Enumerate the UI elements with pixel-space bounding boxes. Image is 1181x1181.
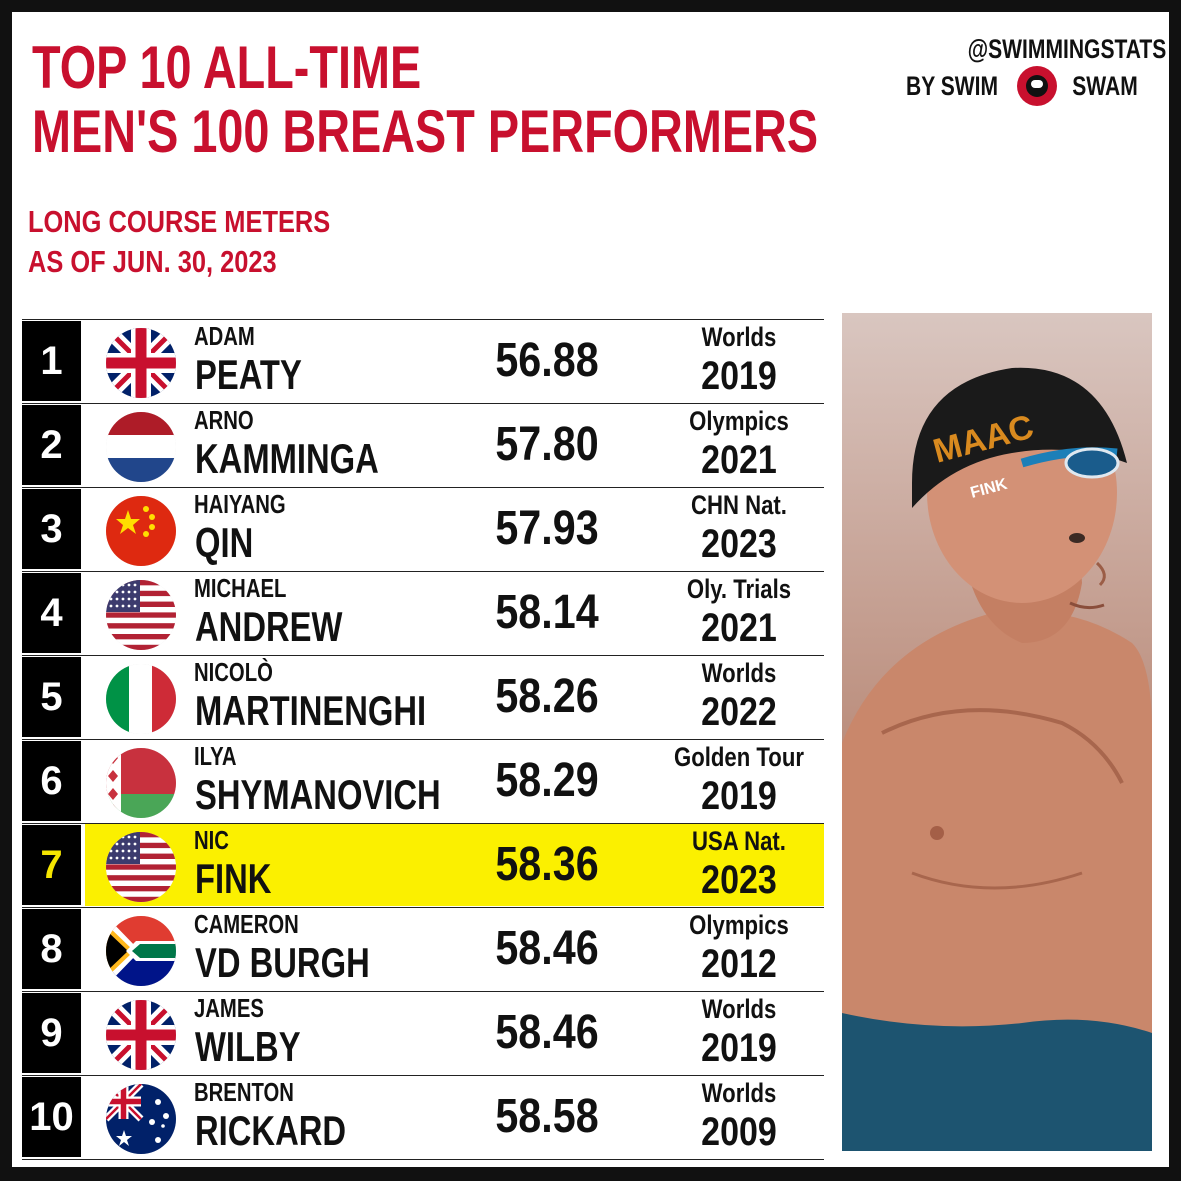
meet-year: 2023: [701, 522, 777, 566]
swimswam-logo-icon: [1017, 66, 1057, 106]
meet-year: 2009: [701, 1110, 777, 1154]
rank-number: 8: [22, 909, 81, 989]
last-name: SHYMANOVICH: [195, 771, 441, 818]
table-row: 4 MICHAEL ANDREW 58.14 Oly. Trials 2021: [22, 571, 824, 655]
table-row: 9 JAMES WILBY 58.46 Worlds 2019: [22, 991, 824, 1075]
last-name: WILBY: [195, 1023, 301, 1070]
table-row: 7 NIC FINK 58.36 USA Nat. 2023: [22, 823, 824, 907]
swimmer-photo: MAAC FINK: [842, 313, 1152, 1151]
graphic-canvas: TOP 10 ALL-TIME MEN'S 100 BREAST PERFORM…: [12, 12, 1169, 1167]
brand-swam: SWAM: [1072, 71, 1138, 101]
first-name: ILYA: [194, 741, 237, 771]
last-name: ANDREW: [195, 603, 343, 650]
rank-number: 5: [22, 657, 81, 737]
swim-time: 58.14: [495, 586, 599, 639]
meet-year: 2019: [701, 774, 777, 818]
chn-flag-icon: [106, 496, 176, 566]
aus-flag-icon: [106, 1084, 176, 1154]
brand-block: @SWIMMINGSTATS BY SWIM SWAM: [906, 32, 1167, 106]
subtitle-date: AS OF JUN. 30, 2023: [28, 244, 277, 279]
swim-time: 58.46: [495, 922, 599, 975]
last-name: QIN: [195, 519, 254, 566]
meet-name: CHN Nat.: [691, 490, 787, 520]
meet-year: 2019: [701, 1026, 777, 1070]
first-name: CAMERON: [194, 909, 299, 939]
rank-number: 6: [22, 741, 81, 821]
last-name: KAMMINGA: [195, 435, 379, 482]
last-name: FINK: [195, 855, 272, 902]
last-name: RICKARD: [195, 1107, 347, 1154]
first-name: ARNO: [194, 405, 254, 435]
rank-number: 9: [22, 993, 81, 1073]
row-body: [85, 824, 824, 906]
rank-number: 7: [22, 825, 81, 905]
swim-time: 57.93: [495, 502, 599, 555]
table-row: 10 BRENTON RICKARD 58.58 Worlds 2009: [22, 1075, 824, 1160]
swimmer-illustration: MAAC FINK: [842, 367, 1152, 1151]
meet-name: Worlds: [701, 322, 777, 352]
title-line-2: MEN'S 100 BREAST PERFORMERS: [32, 98, 819, 165]
table-row: 1 ADAM PEATY 56.88 Worlds 2019: [22, 319, 824, 403]
meet-name: Worlds: [701, 658, 777, 688]
swim-time: 58.46: [495, 1006, 599, 1059]
meet-year: 2012: [701, 942, 777, 986]
meet-name: Olympics: [689, 406, 789, 436]
table-row: 3 HAIYANG QIN 57.93 CHN Nat. 2023: [22, 487, 824, 571]
meet-year: 2019: [701, 354, 777, 398]
rank-number: 4: [22, 573, 81, 653]
table-row: 6 ILYA SHYMANOVICH 58.29 Golden Tour 201…: [22, 739, 824, 823]
ita-flag-icon: [106, 664, 176, 734]
subtitle: LONG COURSE METERS AS OF JUN. 30, 2023: [28, 202, 330, 282]
first-name: JAMES: [194, 993, 264, 1023]
ranking-table: 1 ADAM PEATY 56.88 Worlds 2019 2 ARNO KA…: [22, 319, 824, 1160]
brand-byline: BY SWIM SWAM: [906, 66, 1147, 106]
meet-name: Worlds: [701, 1078, 777, 1108]
first-name: BRENTON: [194, 1077, 294, 1107]
first-name: HAIYANG: [194, 489, 286, 519]
table-row: 5 NICOLÒ MARTINENGHI 58.26 Worlds 2022: [22, 655, 824, 739]
meet-name: USA Nat.: [692, 826, 786, 856]
meet-name: Worlds: [701, 994, 777, 1024]
last-name: VD BURGH: [195, 939, 370, 986]
first-name: MICHAEL: [194, 573, 287, 603]
meet-year: 2022: [701, 690, 777, 734]
first-name: NIC: [194, 825, 229, 855]
meet-year: 2021: [701, 438, 777, 482]
swim-time: 58.29: [495, 754, 599, 807]
blr-flag-icon: [106, 748, 176, 818]
meet-name: Golden Tour: [674, 742, 804, 772]
last-name: PEATY: [195, 351, 302, 398]
meet-name: Olympics: [689, 910, 789, 940]
page-title: TOP 10 ALL-TIME MEN'S 100 BREAST PERFORM…: [32, 36, 818, 164]
swim-time: 58.26: [495, 670, 599, 723]
first-name: ADAM: [194, 321, 255, 351]
first-name: NICOLÒ: [194, 657, 273, 687]
last-name: MARTINENGHI: [195, 687, 427, 734]
swim-time: 58.58: [495, 1090, 599, 1143]
swim-time: 58.36: [495, 838, 599, 891]
meet-year: 2023: [701, 858, 777, 902]
table-row: 8 CAMERON VD BURGH 58.46 Olympics 2012: [22, 907, 824, 991]
meet-year: 2021: [701, 606, 777, 650]
meet-name: Oly. Trials: [686, 574, 792, 604]
usa-flag-icon: [106, 580, 176, 650]
ned-flag-icon: [106, 412, 176, 482]
rank-number: 2: [22, 405, 81, 485]
rank-number: 1: [22, 321, 81, 401]
usa-flag-icon: [106, 832, 176, 902]
brand-handle: @SWIMMINGSTATS: [967, 34, 1167, 64]
table-row: 2 ARNO KAMMINGA 57.80 Olympics 2021: [22, 403, 824, 487]
title-line-1: TOP 10 ALL-TIME: [32, 34, 422, 101]
subtitle-course: LONG COURSE METERS: [28, 204, 331, 239]
rank-number: 3: [22, 489, 81, 569]
gbr-flag-icon: [106, 1000, 176, 1070]
rsa-flag-icon: [106, 916, 176, 986]
brand-by: BY SWIM: [905, 71, 999, 101]
gbr-flag-icon: [106, 328, 176, 398]
swim-time: 57.80: [495, 418, 599, 471]
rank-number: 10: [22, 1077, 81, 1157]
swim-time: 56.88: [495, 334, 599, 387]
